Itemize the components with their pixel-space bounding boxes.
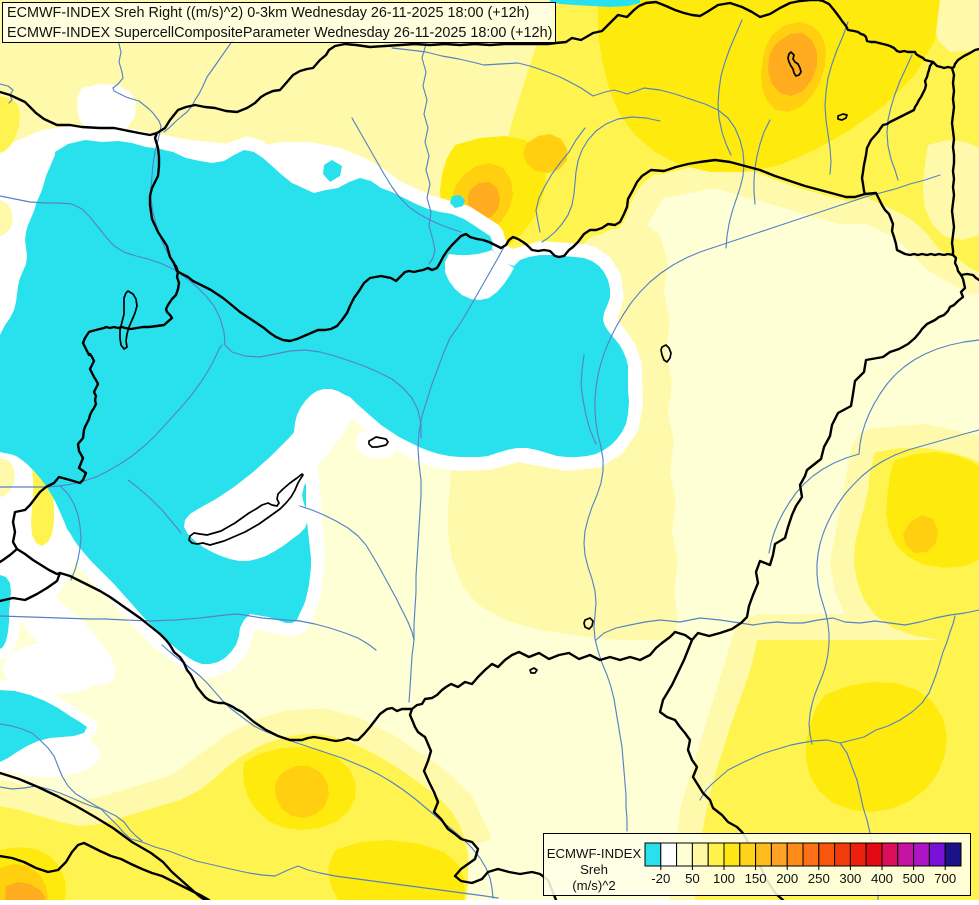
svg-text:Sreh: Sreh: [580, 862, 608, 877]
svg-text:200: 200: [776, 871, 798, 886]
svg-text:300: 300: [839, 871, 861, 886]
svg-text:150: 150: [745, 871, 767, 886]
svg-text:(m/s)^2: (m/s)^2: [572, 878, 616, 893]
svg-text:-20: -20: [651, 871, 670, 886]
svg-text:ECMWF-INDEX: ECMWF-INDEX: [547, 846, 642, 861]
svg-text:ECMWF-INDEX SupercellComposite: ECMWF-INDEX SupercellCompositeParameter …: [7, 25, 552, 41]
svg-text:400: 400: [871, 871, 893, 886]
svg-text:100: 100: [713, 871, 735, 886]
svg-text:ECMWF-INDEX Sreh Right ((m/s)^: ECMWF-INDEX Sreh Right ((m/s)^2) 0-3km W…: [7, 5, 529, 21]
svg-text:700: 700: [934, 871, 956, 886]
svg-text:250: 250: [808, 871, 830, 886]
svg-text:500: 500: [903, 871, 925, 886]
svg-text:50: 50: [685, 871, 700, 886]
